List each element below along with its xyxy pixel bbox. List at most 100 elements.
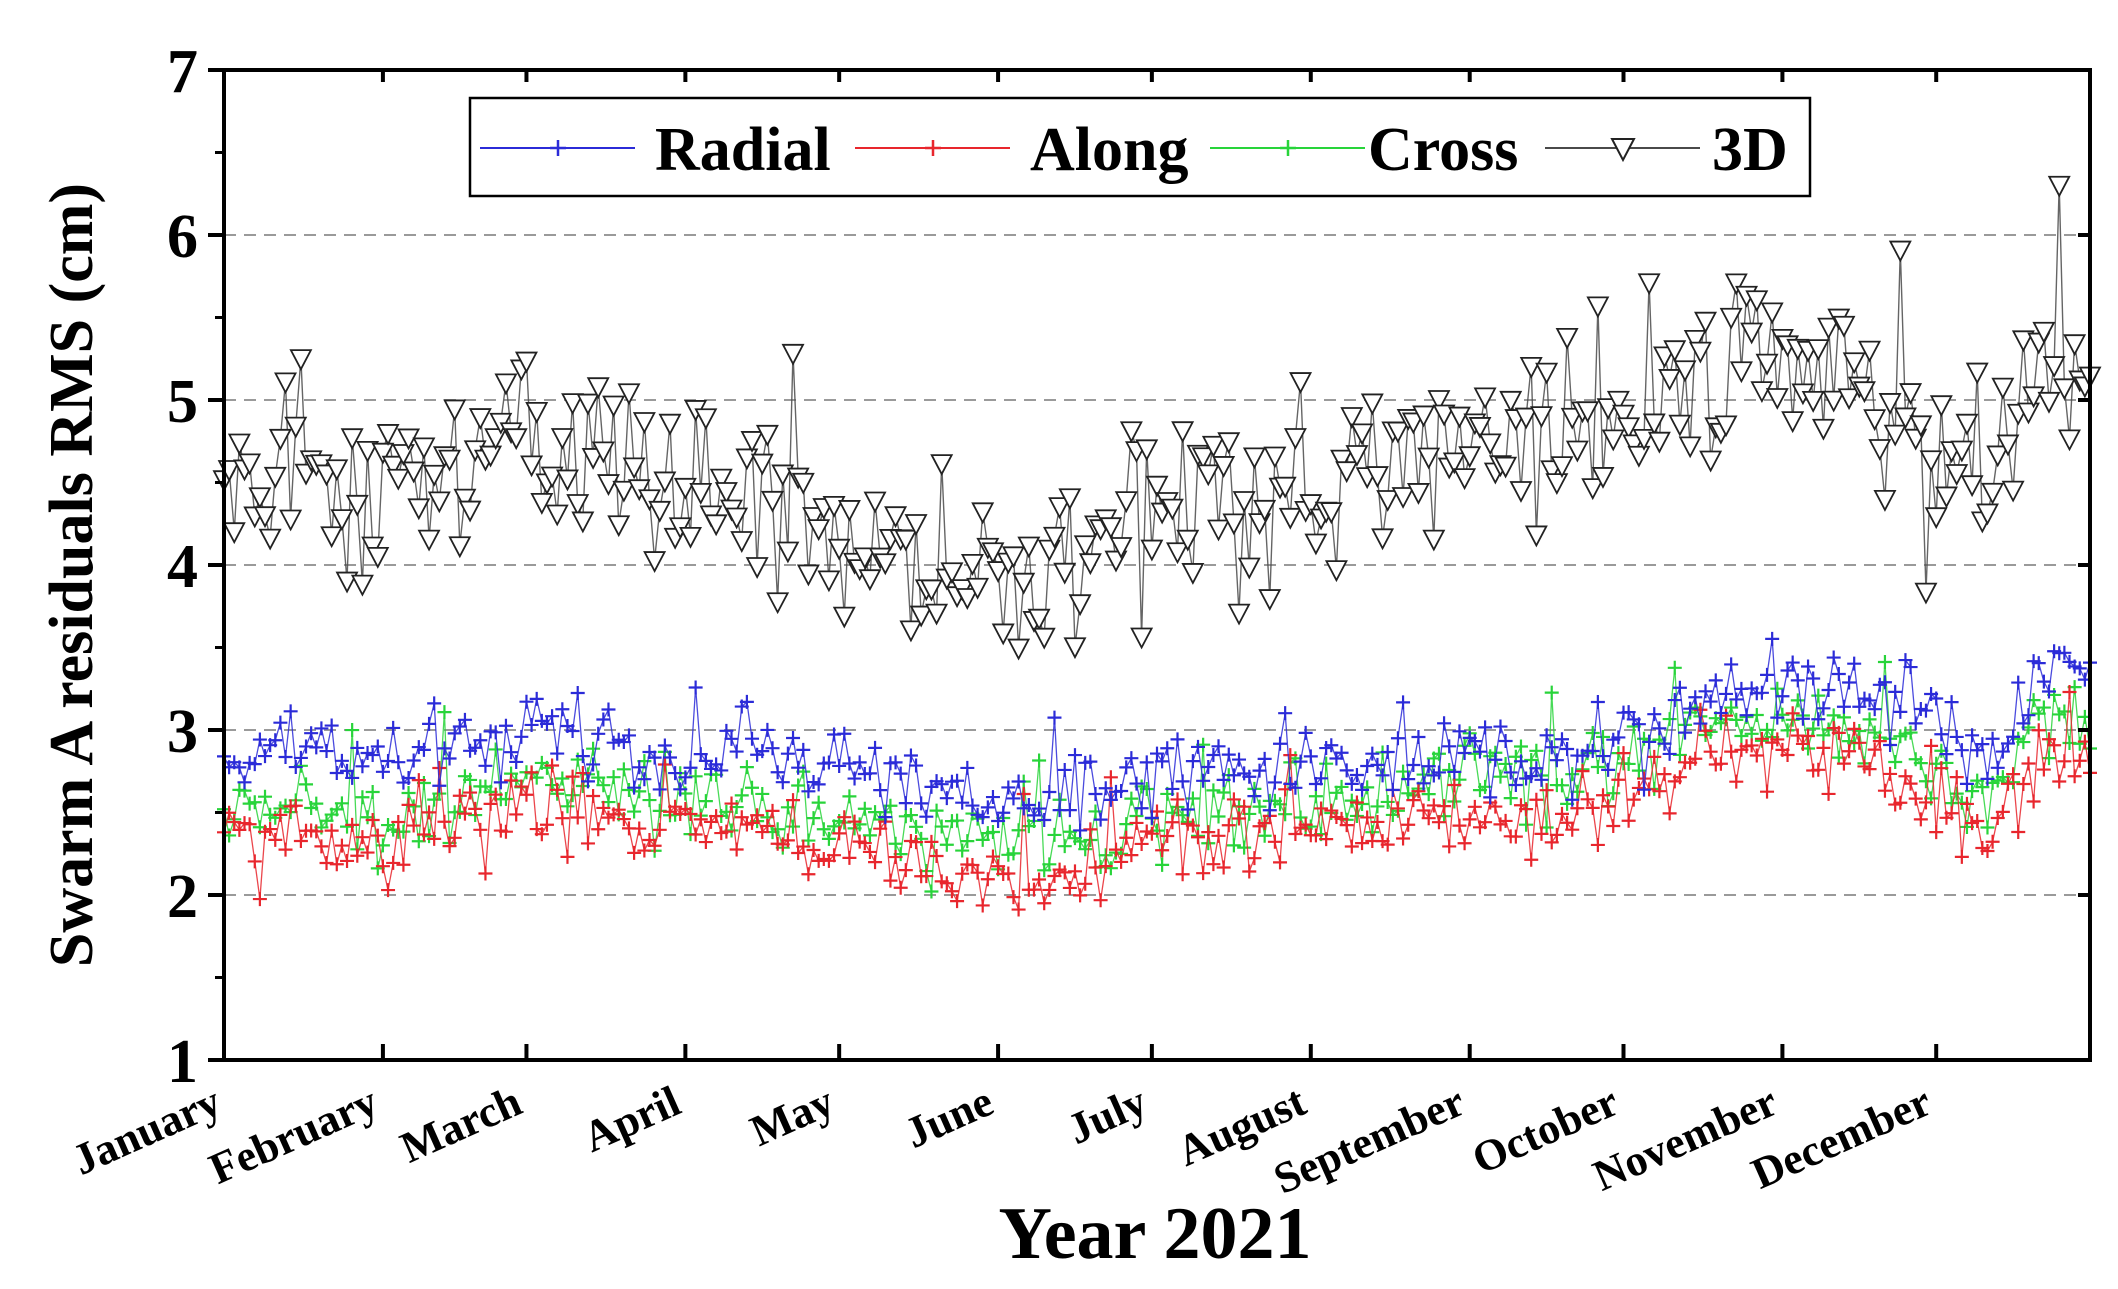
data-point-3d: [1468, 417, 1492, 439]
data-point-3d: [1755, 353, 1779, 376]
data-point-radial: [950, 773, 965, 788]
data-point-3d: [745, 557, 769, 579]
data-point-along: [796, 839, 811, 854]
data-point-along: [309, 824, 324, 839]
legend-marker-cross: [1280, 140, 1296, 156]
data-point-radial: [509, 754, 524, 769]
data-point-along: [396, 857, 411, 872]
data-point-along: [1308, 828, 1323, 843]
data-point-cross: [1237, 840, 1252, 855]
data-point-radial: [996, 805, 1011, 820]
data-point-3d: [1494, 456, 1518, 479]
data-point-3d: [591, 441, 615, 464]
data-point-radial: [1595, 749, 1610, 764]
data-point-radial: [662, 750, 677, 765]
data-point-3d: [443, 399, 467, 422]
data-point-3d: [566, 494, 590, 516]
data-point-along: [1108, 842, 1123, 857]
data-point-3d: [366, 547, 390, 569]
data-point-3d: [1289, 372, 1313, 394]
data-point-radial: [1467, 734, 1482, 749]
data-point-3d: [617, 383, 641, 406]
data-point-radial: [1401, 772, 1416, 787]
data-point-3d: [1529, 406, 1553, 429]
data-point-cross: [1257, 828, 1272, 843]
data-point-along: [1519, 802, 1534, 817]
data-point-cross: [1918, 774, 1933, 789]
data-point-3d: [325, 459, 349, 482]
data-point-along: [2047, 738, 2062, 753]
data-point-3d: [648, 500, 672, 523]
data-point-3d: [1934, 486, 1958, 509]
data-point-cross: [821, 831, 836, 846]
data-point-radial: [1513, 754, 1528, 769]
data-point-radial: [1057, 762, 1072, 777]
data-point-radial: [519, 694, 534, 709]
data-point-3d: [1335, 461, 1359, 484]
data-point-radial: [293, 750, 308, 765]
data-point-radial: [1211, 739, 1226, 754]
data-point-along: [1954, 849, 1969, 864]
data-point-3d: [1012, 572, 1036, 595]
data-point-3d: [1001, 546, 1025, 569]
data-point-3d: [986, 561, 1010, 583]
data-point-3d: [1058, 488, 1082, 511]
data-point-along: [950, 894, 965, 909]
data-point-radial: [437, 741, 452, 756]
data-point-radial: [1775, 689, 1790, 704]
data-point-radial: [575, 749, 590, 764]
data-point-along: [2026, 794, 2041, 809]
data-point-along: [365, 812, 380, 827]
data-point-along: [898, 863, 913, 878]
data-point-cross: [1226, 838, 1241, 853]
data-point-along: [1652, 784, 1667, 799]
data-point-radial: [1206, 748, 1221, 763]
data-point-along: [955, 866, 970, 881]
data-point-3d: [873, 553, 897, 576]
data-point-along: [1611, 772, 1626, 787]
data-point-3d: [1596, 398, 1620, 421]
data-point-3d: [796, 564, 820, 587]
data-point-along: [1821, 786, 1836, 801]
data-point-radial: [1739, 708, 1754, 723]
data-point-cross: [1349, 808, 1364, 823]
data-point-3d: [1842, 352, 1866, 375]
data-point-radial: [1713, 705, 1728, 720]
data-point-3d: [1888, 240, 1912, 263]
data-point-radial: [1144, 810, 1159, 825]
data-point-radial: [719, 723, 734, 738]
data-point-along: [550, 782, 565, 797]
data-point-3d: [1899, 383, 1923, 406]
data-point-along: [1847, 721, 1862, 736]
data-point-3d: [1017, 536, 1041, 559]
data-point-along: [437, 814, 452, 829]
data-point-3d: [1283, 428, 1307, 450]
data-point-3d: [1222, 513, 1246, 536]
data-point-cross: [1729, 712, 1744, 727]
data-point-radial: [1257, 751, 1272, 766]
data-point-3d: [2001, 480, 2025, 503]
data-point-cross: [2057, 704, 2072, 719]
data-point-along: [832, 826, 847, 841]
data-point-along: [509, 807, 524, 822]
data-point-along: [498, 824, 513, 839]
data-point-along: [483, 796, 498, 811]
data-point-3d: [561, 393, 585, 416]
data-point-3d: [1242, 447, 1266, 470]
data-point-radial: [493, 775, 508, 790]
data-point-radial: [1396, 695, 1411, 710]
data-point-radial: [391, 755, 406, 770]
data-point-cross: [345, 723, 360, 738]
data-point-radial: [1493, 719, 1508, 734]
data-point-along: [1478, 815, 1493, 830]
data-point-along: [1842, 744, 1857, 759]
data-point-3d: [1319, 502, 1343, 525]
data-point-along: [1811, 762, 1826, 777]
legend-marker-3d: [1610, 138, 1636, 163]
data-point-along: [1201, 825, 1216, 840]
data-point-3d: [1647, 431, 1671, 454]
data-point-radial: [1985, 731, 2000, 746]
data-point-cross: [1524, 753, 1539, 768]
data-point-radial: [683, 760, 698, 775]
data-point-along: [847, 814, 862, 829]
